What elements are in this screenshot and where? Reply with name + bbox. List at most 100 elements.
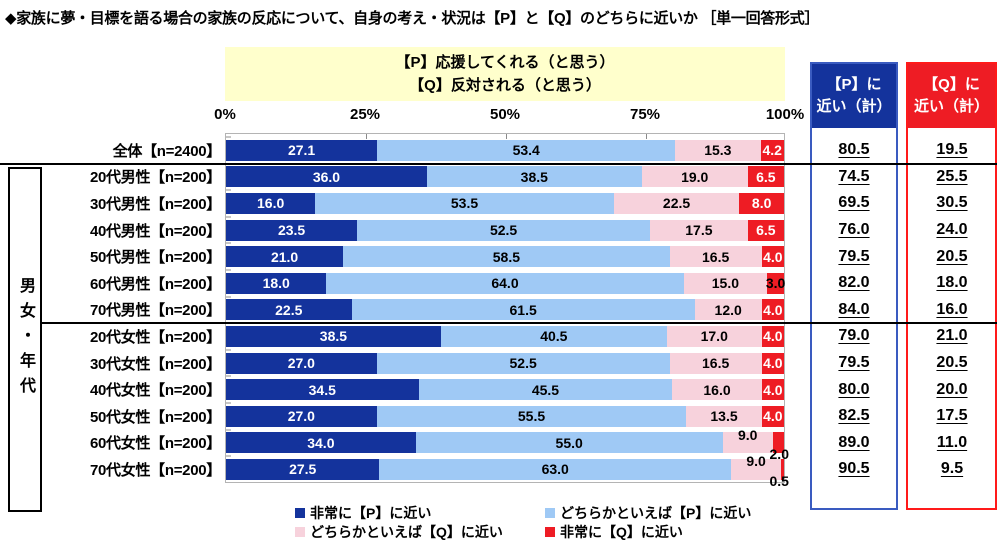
legend-label: 非常に【Q】に近い (560, 524, 683, 540)
x-axis-tick-label: 100% (765, 106, 805, 123)
bar-value-label: 16.0 (703, 381, 731, 398)
q-total-value: 19.5 (936, 141, 968, 159)
bar-value-label: 23.5 (277, 222, 306, 239)
bar-segment: 16.5 (669, 352, 762, 374)
legend-label: 非常に【P】に近い (310, 505, 432, 521)
plot-area: 27.1 53.4 15.3 4.2 36.0 38.5 19.0 6.5 16.0 53.5 22… (225, 133, 789, 489)
bar-segment: 16.0 (672, 379, 762, 401)
p-total-column: 【P】に 近い（計） (810, 62, 898, 510)
bar-value-label: 4.2 (762, 142, 782, 159)
row-label: 40代女性【n=200】 (89, 382, 221, 400)
legend-item: どちらかといえば【P】に近い (545, 503, 751, 523)
row-label: 70代女性【n=200】 (89, 461, 221, 479)
bar-segment: 27.1 (226, 139, 378, 161)
bar-value-label: 53.5 (450, 195, 479, 212)
bar-segment: 4.0 (761, 299, 784, 321)
q-total-value: 18.0 (936, 274, 968, 292)
bar-row: 27.5 63.0 9.0 0.5 (226, 453, 789, 489)
p-total-value: 84.0 (838, 300, 870, 318)
bar-segment: 13.5 (686, 405, 762, 427)
bar-value-label: 15.3 (704, 142, 732, 159)
bar-row: 36.0 38.5 19.0 6.5 (226, 162, 784, 191)
bar-row: 18.0 64.0 15.0 3.0 (226, 269, 785, 297)
separator-male-female (42, 322, 997, 325)
bar-value-label: 58.5 (492, 248, 520, 265)
bar-value-label: 6.5 (756, 168, 776, 185)
bar-segment: 6.5 (747, 219, 784, 241)
bar-value-label: 18.0 (262, 275, 290, 292)
stacked-bar: 22.5 61.5 12.0 4.0 (226, 299, 784, 321)
legend-label: どちらかといえば【P】に近い (560, 505, 752, 521)
x-axis-tick-label: 0% (214, 106, 236, 123)
bar-segment: 38.5 (426, 166, 642, 188)
bar-row: 38.5 40.5 17.0 4.0 (226, 322, 784, 350)
stacked-bar: 34.0 55.0 9.0 2.0 (226, 427, 789, 462)
bar-row: 27.0 52.5 16.5 4.0 (226, 348, 784, 377)
bar-segment: 8.0 (739, 192, 784, 214)
bar-value-label: 45.5 (531, 381, 560, 398)
bar-value-label: 27.1 (287, 142, 316, 159)
p-total-value: 79.0 (838, 327, 870, 345)
bar-value-label: 13.5 (710, 408, 738, 425)
x-axis-tick-label: 50% (489, 106, 521, 123)
bar-value-label: 55.0 (555, 434, 583, 451)
bar-value-label: 9.0 (746, 453, 766, 470)
bar-value-label: 38.5 (520, 168, 548, 185)
legend-swatch (295, 527, 305, 537)
bar-segment: 15.0 (683, 272, 768, 294)
p-total-value: 82.0 (838, 274, 870, 292)
bar-segment: 17.0 (666, 325, 762, 347)
bar-value-label: 4.0 (763, 381, 783, 398)
row-label: 全体【n=2400】 (112, 142, 222, 160)
bar-segment: 34.5 (226, 379, 419, 401)
bar-value-label: 34.5 (308, 381, 336, 398)
bar-segment: 4.0 (761, 325, 784, 347)
bar-row: 16.0 53.5 22.5 8.0 (226, 189, 784, 217)
bar-value-label: 4.0 (763, 408, 783, 425)
p-total-header: 【P】に 近い（計） (812, 64, 896, 128)
p-total-header-line1: 【P】に (826, 76, 882, 94)
bar-segment: 53.5 (315, 192, 614, 214)
bar-value-label: 27.0 (287, 355, 315, 372)
bar-segment: 55.5 (376, 405, 687, 427)
bar-value-label: 21.0 (270, 248, 299, 265)
q-total-value: 17.5 (936, 407, 968, 425)
bar-segment: 18.0 (226, 272, 327, 294)
row-label: 30代男性【n=200】 (89, 195, 221, 213)
bar-segment: 27.0 (226, 352, 377, 374)
bar-row: 27.0 55.5 13.5 4.0 (226, 402, 784, 430)
bar-value-label: 52.5 (489, 222, 518, 239)
bar-segment: 58.5 (343, 246, 670, 268)
bar-segment: 19.0 (641, 166, 748, 188)
bar-value-label: 52.5 (509, 355, 537, 372)
bar-segment: 15.3 (675, 139, 761, 161)
x-axis-tick-label: 25% (349, 106, 381, 123)
bar-value-label: 38.5 (319, 328, 348, 345)
q-total-value: 9.5 (940, 460, 964, 478)
bar-segment: 4.0 (761, 246, 784, 268)
bar-value-label: 22.5 (275, 301, 303, 318)
q-total-header-line2: 近い（計） (913, 98, 989, 115)
stacked-bar: 27.0 55.5 13.5 4.0 (226, 405, 784, 427)
q-total-value: 30.5 (936, 194, 968, 212)
p-total-value: 89.0 (838, 433, 870, 451)
grid-tick (506, 134, 507, 139)
bar-value-label: 36.0 (312, 168, 341, 185)
stacked-bar: 27.1 53.4 15.3 4.2 (226, 139, 784, 161)
legend-item: どちらかといえば【Q】に近い (295, 522, 503, 542)
category-axis-box: 男女・年代 (8, 167, 42, 512)
bar-segment: 27.5 (226, 458, 380, 480)
p-total-value: 80.5 (838, 141, 870, 159)
q-total-value: 20.5 (936, 354, 968, 372)
bar-value-label: 55.5 (517, 408, 546, 425)
bar-value-label: 8.0 (751, 195, 772, 212)
bar-segment: 9.0 (722, 427, 773, 454)
bar-segment: 34.0 (226, 432, 416, 454)
p-total-value: 69.5 (838, 194, 870, 212)
bar-value-label: 4.0 (763, 248, 783, 265)
bar-value-label: 2.0 (769, 446, 789, 463)
stacked-bar: 18.0 64.0 15.0 3.0 (226, 272, 785, 294)
q-total-value: 11.0 (936, 433, 968, 451)
bar-value-label: 15.0 (711, 275, 740, 292)
